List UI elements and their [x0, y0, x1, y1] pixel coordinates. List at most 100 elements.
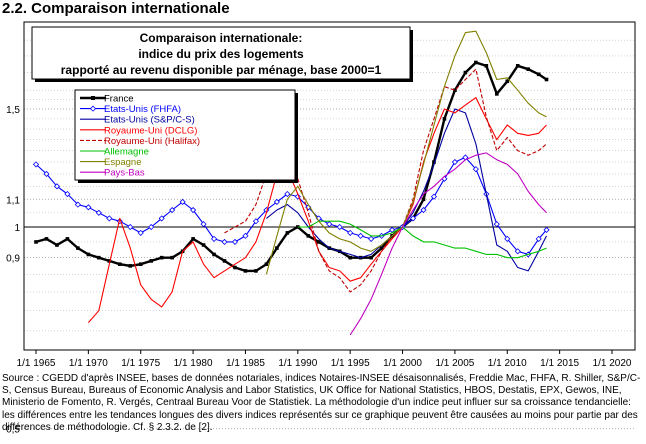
- data-point: [210, 235, 218, 242]
- data-point: [284, 190, 291, 198]
- x-axis-tick-labels: 1/1 1965 1/1 1970 1/1 1975 1/1 1980 1/1 1985…: [17, 350, 632, 369]
- data-point: [347, 229, 354, 236]
- legend-marker: [91, 96, 95, 100]
- data-point: [474, 60, 478, 65]
- chart-title-box: Comparaison internationale: indice du pri…: [31, 26, 413, 82]
- data-point: [515, 64, 520, 68]
- data-point: [420, 206, 427, 214]
- data-point: [158, 215, 165, 222]
- x-tick-label: 1/1 2000: [383, 358, 422, 369]
- y-tick-label: 1,1: [6, 195, 20, 206]
- data-point: [97, 255, 101, 260]
- data-point: [526, 67, 531, 71]
- plot-area-frame: [23, 21, 636, 351]
- data-point: [95, 209, 102, 216]
- data-point: [170, 255, 174, 260]
- data-point: [357, 232, 364, 239]
- data-point: [252, 218, 259, 225]
- data-point: [34, 240, 38, 244]
- data-point: [275, 246, 279, 250]
- legend-label: Espagne: [104, 157, 142, 168]
- x-tick-label: 1/1 1975: [121, 358, 160, 369]
- series-line-royaume-uni-halifax-: [224, 68, 547, 293]
- data-point: [221, 238, 228, 245]
- data-point: [535, 235, 542, 242]
- data-point: [201, 243, 206, 247]
- legend-label: Royaume-Uni (Halifax): [104, 136, 200, 147]
- x-tick-label: 1/1 1990: [278, 358, 317, 369]
- data-point: [326, 221, 333, 228]
- data-point: [55, 243, 59, 247]
- section-heading: 2.2. Comparaison internationale: [2, 0, 230, 17]
- data-point: [233, 265, 237, 270]
- data-point: [254, 269, 258, 273]
- data-point: [200, 221, 207, 228]
- data-point: [285, 231, 290, 235]
- data-point: [212, 252, 216, 257]
- y-tick-label: 1: [14, 223, 20, 234]
- data-point: [117, 262, 122, 267]
- x-tick-label: 1/1 2015: [540, 358, 579, 369]
- data-point: [86, 252, 91, 257]
- data-point: [536, 72, 541, 77]
- data-point: [149, 259, 153, 263]
- legend-label: Etats-Unis (S&P/C-S): [104, 115, 195, 126]
- y-tick-label: 0,5: [6, 425, 20, 436]
- data-point: [148, 223, 155, 231]
- data-point: [222, 259, 227, 263]
- legend-label: France: [104, 94, 134, 105]
- data-point: [348, 255, 352, 260]
- data-point: [472, 166, 479, 173]
- data-point: [76, 246, 80, 250]
- x-tick-label: 1/1 1995: [331, 358, 370, 369]
- x-tick-label: 1/1 2010: [488, 358, 527, 369]
- legend-label: Allemagne: [104, 147, 149, 158]
- data-point: [430, 193, 438, 200]
- data-point: [463, 70, 468, 75]
- data-point: [43, 170, 50, 178]
- x-tick-label: 1/1 1970: [69, 358, 108, 369]
- legend-marker: [89, 105, 97, 112]
- data-point: [451, 158, 458, 166]
- y-axis-tick-labels: 0,5 0,9 1 1,1 1,5: [6, 105, 20, 436]
- data-point: [409, 215, 417, 222]
- data-point: [159, 255, 164, 260]
- data-point: [453, 88, 457, 93]
- data-point: [432, 160, 436, 164]
- data-point: [243, 269, 248, 273]
- chart-title: Comparaison internationale: indice du pri…: [61, 31, 382, 77]
- data-point: [504, 235, 511, 242]
- data-point: [64, 190, 71, 198]
- data-point: [379, 246, 384, 250]
- gridlines: [24, 39, 635, 430]
- data-point: [53, 183, 61, 190]
- x-tick-label: 1/1 2020: [593, 358, 632, 369]
- data-point: [44, 237, 49, 241]
- source-caption: Source : CGEDD d'après INSEE, bases de d…: [2, 373, 641, 433]
- y-tick-label: 0,9: [6, 254, 20, 265]
- data-point: [316, 240, 321, 244]
- data-point: [484, 64, 489, 68]
- data-point: [128, 264, 133, 268]
- y-tick-label: 1,5: [6, 105, 20, 116]
- data-point: [495, 92, 499, 96]
- data-point: [514, 248, 521, 255]
- data-point: [179, 198, 186, 205]
- x-tick-label: 1/1 1980: [174, 358, 213, 369]
- data-point: [421, 197, 426, 202]
- data-point: [242, 232, 249, 239]
- data-point: [169, 206, 176, 214]
- data-point: [543, 226, 550, 233]
- data-point: [493, 221, 500, 228]
- data-point: [336, 223, 343, 231]
- data-point: [137, 229, 144, 236]
- data-point: [127, 223, 134, 231]
- data-point: [505, 79, 510, 84]
- data-point: [74, 201, 81, 208]
- x-tick-label: 1/1 1965: [17, 358, 56, 369]
- data-point: [368, 235, 375, 242]
- data-point: [65, 237, 70, 241]
